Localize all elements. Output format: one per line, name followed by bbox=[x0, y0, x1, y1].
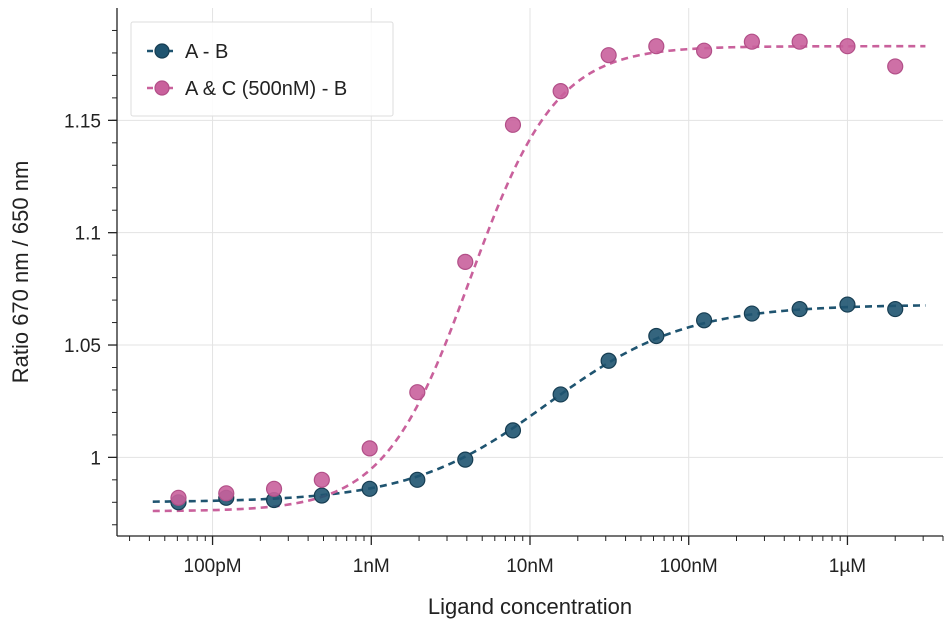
data-point-series-2 bbox=[791, 33, 808, 50]
data-point-series-2 bbox=[600, 47, 617, 64]
data-point-series-1 bbox=[409, 471, 426, 488]
data-point-series-1 bbox=[504, 422, 522, 439]
x-tick-label: 1nM bbox=[353, 556, 390, 577]
data-point-series-1 bbox=[839, 296, 856, 313]
data-point-series-2 bbox=[265, 480, 283, 497]
data-point-series-2 bbox=[218, 485, 235, 502]
axes bbox=[108, 8, 944, 545]
tick-labels: 100pM 1nM 10nM 100nM 1µM 1 1.05 1.1 1.15 bbox=[64, 111, 866, 577]
data-point-series-1 bbox=[361, 480, 378, 497]
data-point-series-2 bbox=[504, 116, 522, 133]
x-axis-title: Ligand concentration bbox=[428, 594, 632, 619]
legend-label-2: A & C (500nM) - B bbox=[185, 78, 347, 100]
data-point-series-2 bbox=[839, 38, 856, 55]
data-point-series-1 bbox=[791, 300, 808, 318]
data-point-series-1 bbox=[696, 312, 713, 329]
data-point-series-1 bbox=[552, 386, 569, 403]
data-point-series-2 bbox=[409, 384, 426, 401]
data-point-series-2 bbox=[887, 58, 904, 75]
y-tick-label: 1.15 bbox=[64, 111, 101, 132]
fit-curve-2 bbox=[152, 44, 926, 513]
data-point-series-2 bbox=[743, 33, 760, 50]
data-point-series-1 bbox=[648, 327, 665, 345]
data-point-series-2 bbox=[313, 471, 330, 488]
data-point-series-2 bbox=[170, 489, 187, 506]
x-tick-label: 100pM bbox=[184, 556, 242, 577]
legend-marker-1 bbox=[154, 43, 170, 59]
data-point-series-2 bbox=[696, 42, 713, 59]
data-point-series-1 bbox=[887, 300, 904, 318]
data-point-series-1 bbox=[313, 487, 330, 504]
x-tick-label: 10nM bbox=[506, 556, 554, 577]
data-point-series-1 bbox=[743, 305, 760, 322]
y-axis-title: Ratio 670 nm / 650 nm bbox=[8, 161, 33, 384]
legend-label-1: A - B bbox=[185, 41, 228, 63]
data-point-series-2 bbox=[552, 83, 569, 100]
data-point-series-2 bbox=[361, 440, 378, 457]
data-point-series-1 bbox=[457, 451, 474, 468]
data-point-series-2 bbox=[457, 253, 474, 270]
legend-marker-2 bbox=[154, 80, 170, 96]
x-tick-label: 1µM bbox=[829, 556, 866, 577]
data-point-series-2 bbox=[648, 38, 665, 55]
legend-box bbox=[130, 21, 394, 117]
legend: A - B A & C (500nM) - B bbox=[130, 21, 394, 117]
fit-curve-1 bbox=[152, 304, 926, 503]
y-tick-label: 1.05 bbox=[64, 336, 101, 357]
y-tick-label: 1 bbox=[90, 448, 101, 469]
data-points bbox=[170, 33, 904, 511]
data-point-series-1 bbox=[600, 352, 617, 369]
y-tick-label: 1.1 bbox=[75, 224, 101, 245]
x-tick-label: 100nM bbox=[660, 556, 718, 577]
